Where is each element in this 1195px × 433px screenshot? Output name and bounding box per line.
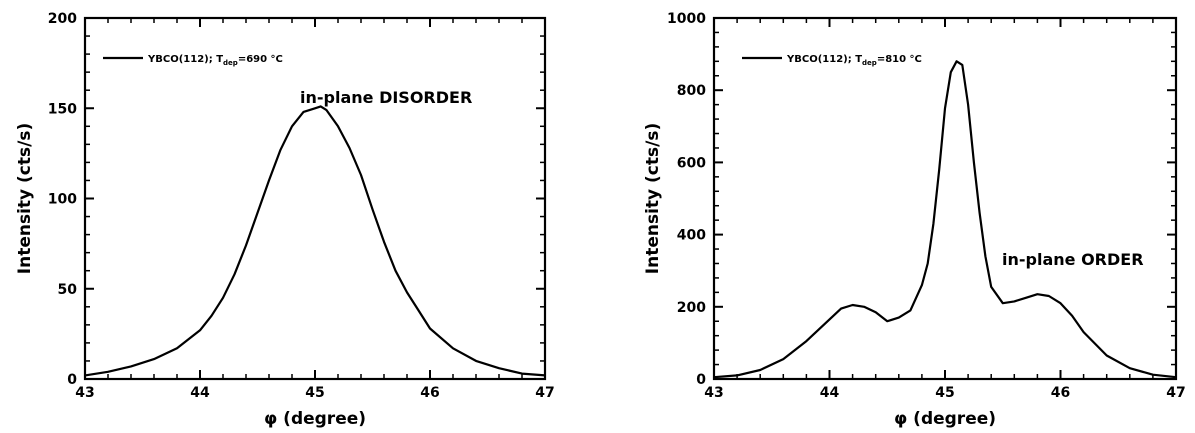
y-tick-label: 150	[48, 101, 77, 117]
x-axis-label: φ (degree)	[894, 409, 996, 429]
legend-label-suffix: =690 °C	[238, 54, 283, 65]
y-tick-label: 0	[67, 372, 77, 388]
y-tick-label: 50	[58, 282, 78, 298]
legend-label-suffix: =810 °C	[877, 54, 922, 65]
chart-left-disorder: 43 44 45 46 47 0 50 100 150 200 φ (degree) Intensit…	[15, 11, 555, 429]
series-line	[84, 105, 546, 377]
annotation-text: in-plane ORDER	[1002, 250, 1144, 269]
series-line	[713, 60, 1177, 379]
y-tick-label: 100	[48, 192, 77, 208]
x-tick-label: 47	[1166, 385, 1185, 401]
annotation-text: in-plane DISORDER	[300, 88, 472, 107]
y-tick-label: 200	[48, 11, 77, 27]
y-axis-label: Intensity (cts/s)	[643, 123, 663, 274]
x-tick-label: 43	[75, 385, 94, 401]
plot-frame	[712, 16, 1178, 381]
x-tick-label: 44	[820, 385, 840, 401]
y-tick-label: 800	[677, 83, 706, 99]
x-tick-label: 43	[704, 385, 723, 401]
x-tick-label: 45	[305, 385, 324, 401]
x-axis-label: φ (degree)	[264, 409, 366, 429]
y-axis-label: Intensity (cts/s)	[15, 123, 35, 274]
y-tick-label: 0	[696, 372, 706, 388]
legend-label: YBCO(112); Tdep=810 °C	[786, 54, 922, 67]
y-tick-label: 600	[677, 155, 706, 171]
chart-right-order: 43 44 45 46 47 0 200 400 600 800 1000 φ (degree) Int…	[643, 11, 1186, 429]
x-tick-label: 45	[935, 385, 954, 401]
y-tick-label: 400	[677, 228, 706, 244]
legend-label-main: YBCO(112); T	[786, 54, 862, 65]
y-tick-label: 200	[677, 300, 706, 316]
x-tick-label: 47	[535, 385, 554, 401]
y-tick-label: 1000	[667, 11, 706, 27]
x-tick-label: 46	[420, 385, 439, 401]
plot-frame	[83, 16, 547, 381]
legend-label-sub: dep	[862, 59, 877, 67]
legend-label: YBCO(112); Tdep=690 °C	[147, 54, 283, 67]
x-tick-label: 44	[190, 385, 210, 401]
x-tick-label: 46	[1051, 385, 1070, 401]
legend-label-main: YBCO(112); T	[147, 54, 223, 65]
legend-label-sub: dep	[223, 59, 238, 67]
